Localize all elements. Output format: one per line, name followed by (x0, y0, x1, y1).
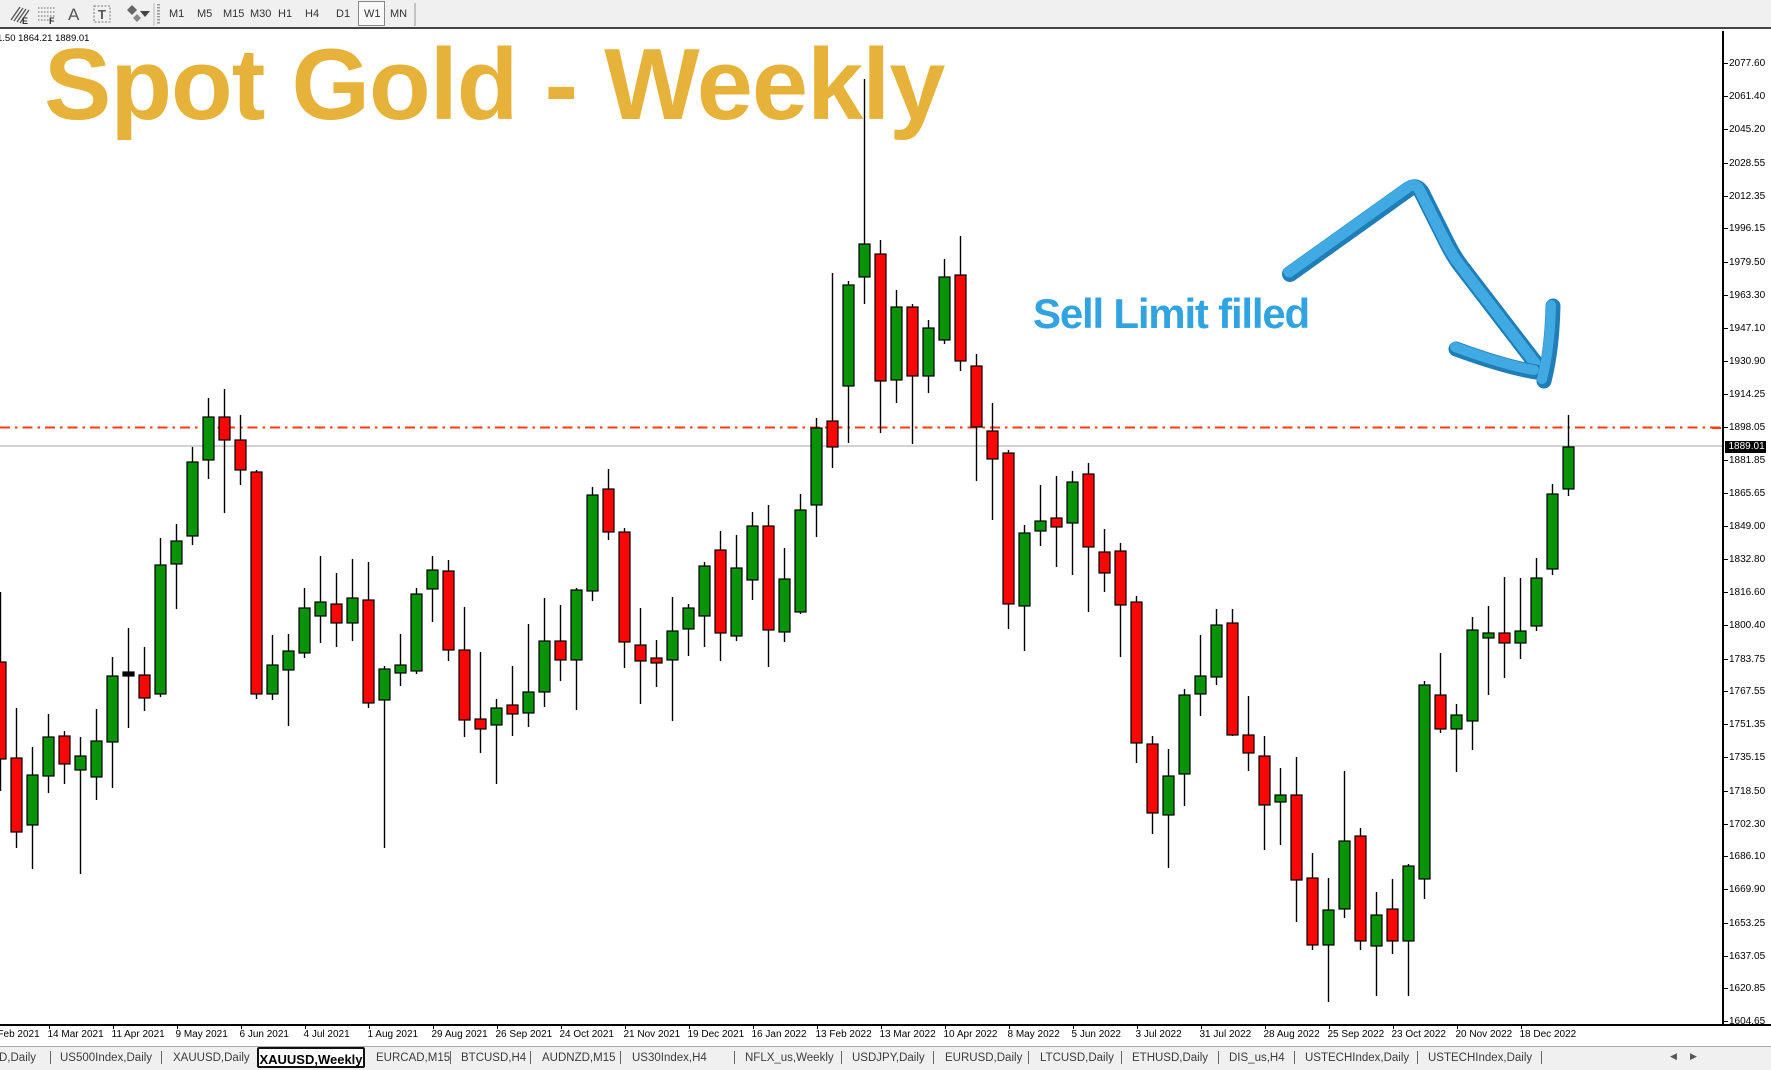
svg-text:F: F (49, 16, 55, 26)
svg-text:A: A (68, 5, 80, 24)
svg-text:E: E (22, 16, 28, 26)
svg-text:T: T (98, 7, 106, 22)
